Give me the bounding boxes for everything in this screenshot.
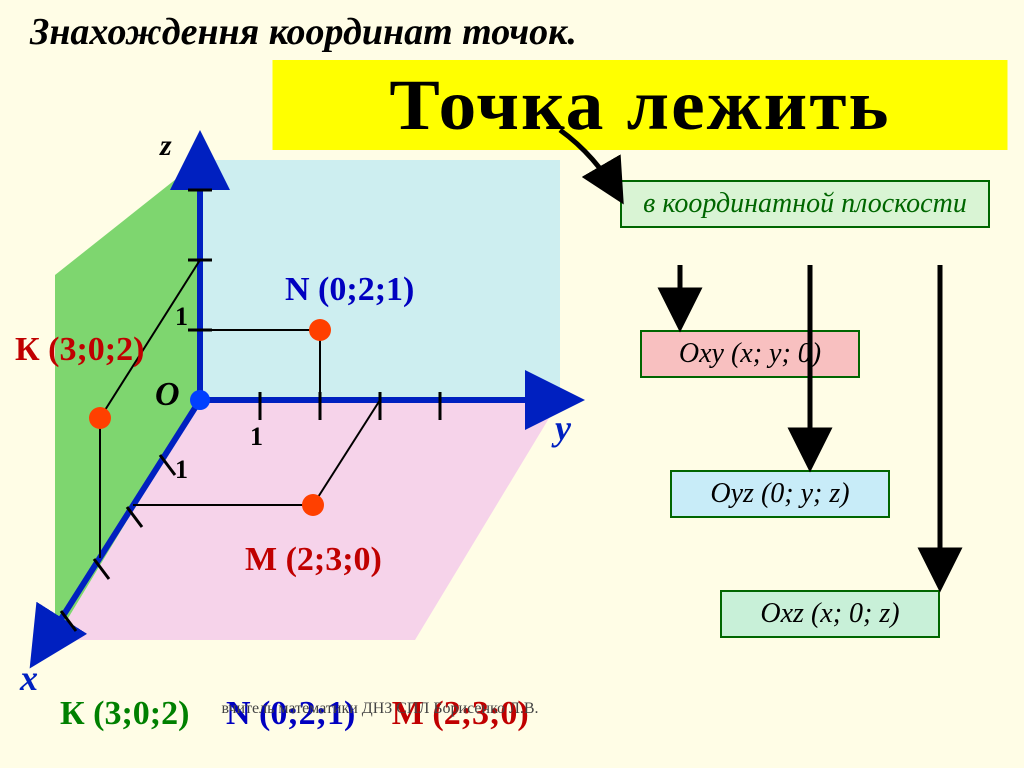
label-N: N (0;2;1) xyxy=(285,271,414,308)
point-origin xyxy=(190,390,210,410)
unit-y: 1 xyxy=(250,422,263,451)
point-M xyxy=(302,494,324,516)
label-origin: O xyxy=(155,376,180,413)
coordinate-diagram: z y x O 1 1 1 N (0;2;1) К (3;0;2) M (2;3… xyxy=(0,0,1024,768)
label-z: z xyxy=(159,129,172,162)
unit-x: 1 xyxy=(175,455,188,484)
unit-z: 1 xyxy=(175,302,188,331)
label-x: x xyxy=(19,658,38,698)
label-K: К (3;0;2) xyxy=(15,331,144,368)
label-y: y xyxy=(551,408,572,448)
point-K xyxy=(89,407,111,429)
flow-arrows xyxy=(560,130,940,585)
bottom-K: К (3;0;2) xyxy=(60,695,189,732)
point-N xyxy=(309,319,331,341)
credit-text: вчитель математики ДНЗ СПЛ Борисенко Л.В… xyxy=(220,700,540,718)
label-M: M (2;3;0) xyxy=(245,541,382,578)
